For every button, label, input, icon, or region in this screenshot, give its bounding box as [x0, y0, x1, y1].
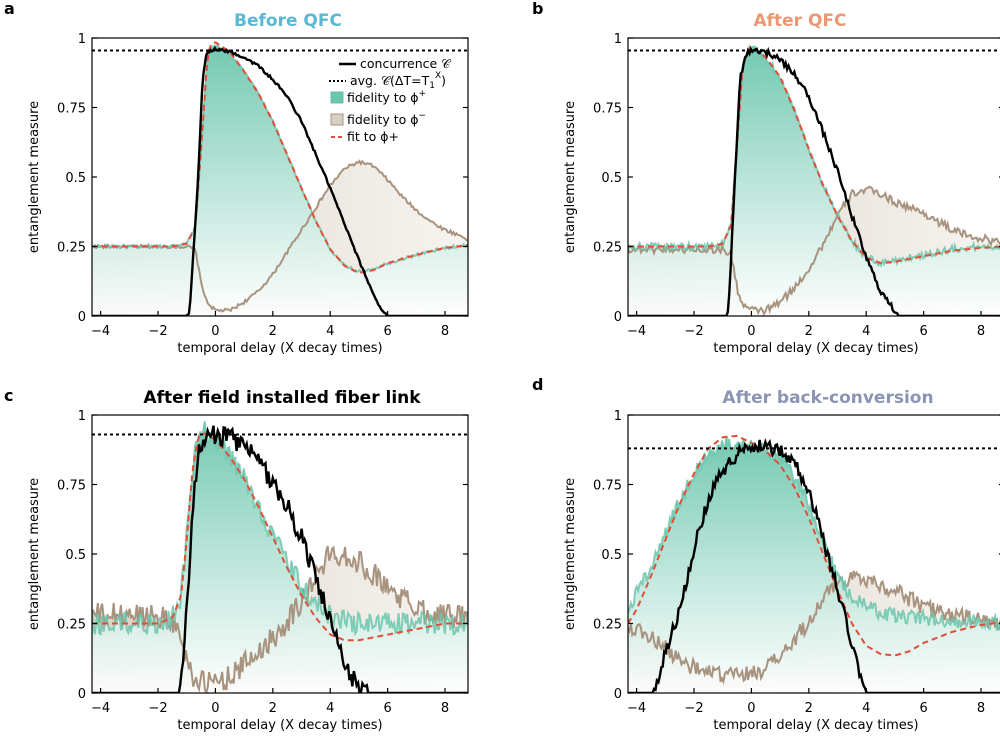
legend-fid-plus-label: fidelity to ϕ+ [347, 89, 426, 105]
y-axis-label: entanglement measure [563, 101, 578, 253]
x-tick-label: 6 [919, 324, 927, 339]
y-tick-label: 1 [78, 32, 86, 47]
y-tick-label: 0 [78, 310, 86, 325]
y-tick-label: 0.5 [601, 171, 622, 186]
panel-title: After QFC [753, 11, 846, 31]
x-tick-label: 0 [747, 324, 755, 339]
legend-fid-plus-swatch [331, 92, 343, 103]
panel-letter-d: d [532, 375, 543, 394]
y-axis-label: entanglement measure [27, 478, 42, 630]
legend-avg-sub: 1 [429, 81, 435, 91]
legend-avg-text: avg. 𝒞(ΔT=T [350, 73, 430, 88]
y-tick-label: 0.75 [593, 479, 622, 494]
legend-avg-label: avg. 𝒞(ΔT=T1X) [350, 71, 446, 91]
y-tick-label: 0.25 [57, 618, 86, 633]
x-axis-label: temporal delay (X decay times) [713, 341, 918, 356]
panel-d-plot: 0 0.25 0.5 0.75 1 −4 −2 0 2 4 6 8 temporal delay (X … [563, 388, 1000, 733]
x-tick-label: 6 [919, 701, 927, 716]
y-tick-label: 0.5 [65, 548, 86, 563]
plot-area [628, 47, 1000, 317]
panel-b-plot: 0 0.25 0.5 0.75 1 −4 −2 0 2 4 6 8 temporal delay (X … [563, 11, 1000, 356]
x-tick-label: 2 [269, 324, 277, 339]
fidelity-phi-plus-fill [628, 436, 1000, 693]
x-tick-label: 6 [383, 324, 391, 339]
y-tick-label: 0.5 [65, 171, 86, 186]
panel-c-plot: 0 0.25 0.5 0.75 1 −4 −2 0 2 4 6 8 temporal delay (X … [27, 388, 468, 733]
panel-title: Before QFC [234, 11, 342, 31]
x-axis-label: temporal delay (X decay times) [177, 718, 382, 733]
panel-letter-c: c [4, 386, 13, 405]
y-tick-label: 0.75 [593, 102, 622, 117]
legend-fid-minus-swatch [331, 114, 343, 125]
y-axis-label: entanglement measure [563, 478, 578, 630]
x-tick-label: −2 [684, 324, 703, 339]
x-tick-label: 0 [211, 324, 219, 339]
y-tick-label: 0 [78, 687, 86, 702]
y-axis-label: entanglement measure [27, 101, 42, 253]
x-tick-label: −4 [91, 701, 110, 716]
legend: concurrence 𝒞 avg. 𝒞(ΔT=T1X) fidelity to… [329, 56, 452, 144]
x-tick-label: −2 [148, 324, 167, 339]
x-tick-label: −4 [627, 324, 646, 339]
fidelity-phi-plus-fill [92, 421, 468, 693]
legend-fit-label: fit to ϕ+ [347, 129, 399, 144]
x-tick-label: 2 [805, 324, 813, 339]
x-tick-label: 0 [211, 701, 219, 716]
x-tick-label: −4 [91, 324, 110, 339]
panel-title: After back-conversion [722, 388, 933, 408]
y-tick-label: 1 [614, 32, 622, 47]
legend-avg-close: ) [441, 73, 446, 88]
x-tick-label: 2 [805, 701, 813, 716]
panel-letter-b: b [532, 0, 543, 18]
x-tick-label: 8 [441, 701, 449, 716]
plot-area [628, 436, 1000, 693]
y-tick-label: 0.25 [593, 618, 622, 633]
x-tick-label: 6 [383, 701, 391, 716]
x-axis-label: temporal delay (X decay times) [713, 718, 918, 733]
fidelity-phi-plus-fill [628, 47, 1000, 317]
x-tick-label: 0 [747, 701, 755, 716]
legend-fid-minus-sup: − [418, 111, 426, 121]
y-tick-label: 0 [614, 310, 622, 325]
legend-fid-plus-text: fidelity to ϕ [347, 90, 418, 105]
x-tick-label: −2 [148, 701, 167, 716]
y-tick-label: 0.25 [593, 241, 622, 256]
y-tick-label: 0 [614, 687, 622, 702]
y-tick-label: 0.75 [57, 479, 86, 494]
panel-letter-a: a [4, 0, 15, 18]
x-tick-label: −4 [627, 701, 646, 716]
y-tick-label: 0.25 [57, 241, 86, 256]
x-tick-label: 4 [326, 324, 334, 339]
y-tick-label: 1 [614, 409, 622, 424]
x-tick-label: 8 [977, 324, 985, 339]
x-tick-label: −2 [684, 701, 703, 716]
y-tick-label: 0.5 [601, 548, 622, 563]
legend-fid-minus-label: fidelity to ϕ− [347, 111, 426, 127]
x-tick-label: 8 [977, 701, 985, 716]
x-tick-label: 4 [862, 701, 870, 716]
legend-concurrence-label: concurrence 𝒞 [360, 56, 452, 71]
x-tick-label: 8 [441, 324, 449, 339]
legend-fid-plus-sup: + [418, 89, 426, 99]
y-tick-label: 1 [78, 409, 86, 424]
legend-fid-minus-text: fidelity to ϕ [347, 112, 418, 127]
y-tick-label: 0.75 [57, 102, 86, 117]
x-tick-label: 4 [862, 324, 870, 339]
x-axis-label: temporal delay (X decay times) [177, 341, 382, 356]
plot-area [92, 421, 468, 693]
panel-title: After field installed fiber link [143, 388, 421, 408]
x-tick-label: 2 [269, 701, 277, 716]
x-tick-label: 4 [326, 701, 334, 716]
